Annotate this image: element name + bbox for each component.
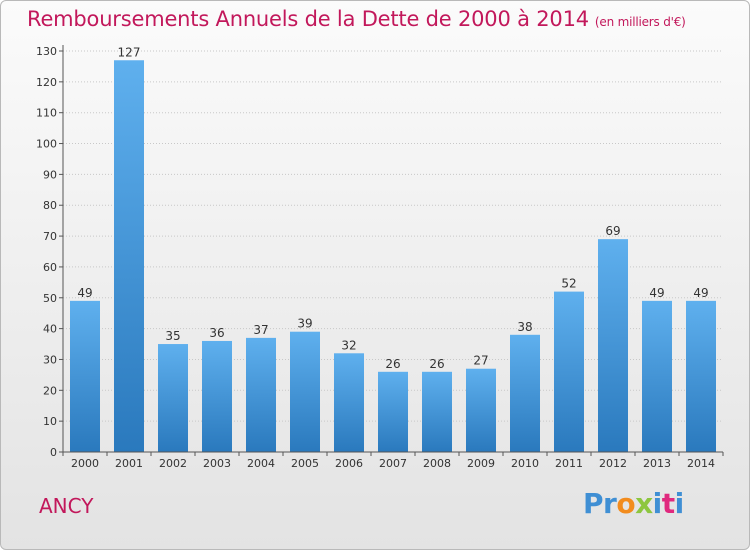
value-label-2014: 49	[693, 286, 708, 300]
value-label-2004: 37	[253, 323, 268, 337]
logo-letter: P	[583, 487, 604, 520]
value-label-2007: 26	[385, 357, 400, 371]
y-tick-label: 90	[43, 168, 57, 181]
value-label-2006: 32	[341, 338, 356, 352]
x-tick-label-2013: 2013	[643, 457, 671, 470]
value-label-2008: 26	[429, 357, 444, 371]
logo-letter: r	[603, 487, 617, 520]
x-tick-label-2001: 2001	[115, 457, 143, 470]
value-label-2003: 36	[209, 326, 224, 340]
bar-2013	[642, 300, 672, 452]
axes: 0 10 20 30 40 50 60 70 80 90 100 110 120 130 2000 2001 2…	[36, 45, 724, 470]
bar-2005	[290, 331, 320, 452]
value-label-2011: 52	[561, 277, 576, 291]
logo-letter: o	[616, 487, 636, 520]
bar-2002	[158, 344, 188, 452]
bar-2001	[114, 60, 144, 452]
bar-2010	[510, 334, 540, 452]
bar-2012	[598, 239, 628, 452]
value-label-2009: 27	[473, 354, 488, 368]
y-tick-label: 110	[36, 107, 57, 120]
value-label-2000: 49	[77, 286, 92, 300]
bar-2007	[378, 371, 408, 452]
bars: 49 127 35 36 37 39 32 26 26 27 38 52 69 49 49	[70, 45, 716, 452]
chart-title-text: Remboursements Annuels de la Dette de 20…	[27, 7, 589, 31]
value-label-2010: 38	[517, 320, 532, 334]
y-tick-label: 10	[43, 415, 57, 428]
bar-2000	[70, 300, 100, 452]
bar-2004	[246, 337, 276, 452]
y-tick-label: 120	[36, 76, 57, 89]
commune-name: ANCY	[39, 494, 94, 518]
bar-2003	[202, 340, 232, 452]
x-tick-label-2006: 2006	[335, 457, 363, 470]
logo-letter: i	[674, 487, 685, 520]
x-tick-label-2008: 2008	[423, 457, 451, 470]
x-tick-label-2002: 2002	[159, 457, 187, 470]
value-label-2005: 39	[297, 317, 312, 331]
y-tick-label: 40	[43, 323, 57, 336]
x-tick-label-2000: 2000	[71, 457, 99, 470]
value-label-2001: 127	[118, 45, 141, 59]
chart-title: Remboursements Annuels de la Dette de 20…	[27, 7, 686, 31]
y-tick-label: 30	[43, 353, 57, 366]
logo-letter: t	[661, 487, 675, 520]
y-tick-label: 20	[43, 384, 57, 397]
x-tick-label-2012: 2012	[599, 457, 627, 470]
logo-letter: i	[652, 487, 663, 520]
x-tick-label-2010: 2010	[511, 457, 539, 470]
x-tick-label-2007: 2007	[379, 457, 407, 470]
bar-2011	[554, 291, 584, 452]
y-tick-label: 0	[50, 446, 57, 459]
bar-2009	[466, 368, 496, 452]
value-label-2013: 49	[649, 286, 664, 300]
x-tick-label-2014: 2014	[687, 457, 715, 470]
y-tick-label: 80	[43, 199, 57, 212]
value-label-2012: 69	[605, 224, 620, 238]
y-tick-label: 60	[43, 261, 57, 274]
y-tick-label: 100	[36, 138, 57, 151]
logo-letter: x	[635, 487, 653, 520]
x-tick-label-2003: 2003	[203, 457, 231, 470]
x-tick-label-2011: 2011	[555, 457, 583, 470]
y-tick-label: 130	[36, 45, 57, 58]
y-tick-label: 50	[43, 292, 57, 305]
proxiti-logo: Proxiti	[583, 487, 684, 520]
x-tick-label-2009: 2009	[467, 457, 495, 470]
x-tick-label-2004: 2004	[247, 457, 275, 470]
bar-2014	[686, 300, 716, 452]
bar-2006	[334, 353, 364, 452]
y-tick-label: 70	[43, 230, 57, 243]
chart-subtitle: (en milliers d'€)	[594, 15, 686, 29]
bar-2008	[422, 371, 452, 452]
x-tick-label-2005: 2005	[291, 457, 319, 470]
value-label-2002: 35	[165, 329, 180, 343]
